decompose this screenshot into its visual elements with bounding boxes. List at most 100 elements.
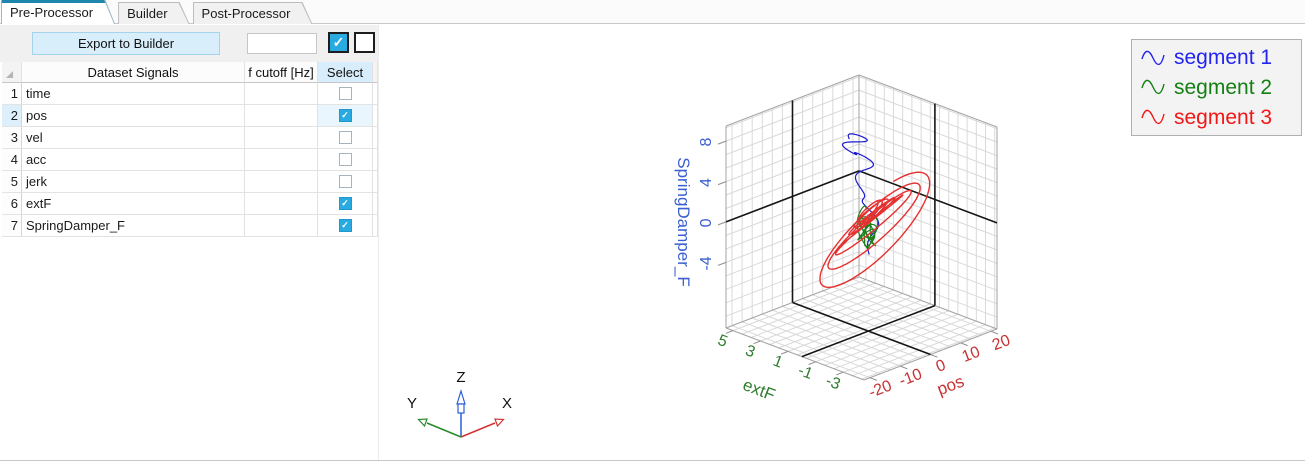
pre-processor-panel: Export to Builder Dataset Signals f cuto… bbox=[0, 25, 379, 461]
legend-entry[interactable]: segment 1 bbox=[1140, 43, 1293, 72]
tick-label: 5 bbox=[715, 332, 729, 351]
f-cutoff-cell[interactable] bbox=[245, 171, 318, 193]
f-cutoff-cell[interactable] bbox=[245, 193, 318, 215]
y-arrow-icon bbox=[417, 418, 428, 428]
table-row: 3 vel bbox=[2, 127, 378, 149]
sine-icon bbox=[1141, 80, 1165, 95]
tab-builder[interactable]: Builder bbox=[118, 2, 189, 24]
sine-icon bbox=[1141, 50, 1165, 65]
orientation-triad bbox=[417, 388, 505, 438]
column-header-fcutoff[interactable]: f cutoff [Hz] bbox=[245, 62, 318, 83]
filler-cell bbox=[373, 149, 378, 171]
table-row: 1 time bbox=[2, 83, 378, 105]
signal-name-cell[interactable]: SpringDamper_F bbox=[22, 215, 245, 237]
filler-cell bbox=[373, 215, 378, 237]
x-arrow-icon bbox=[494, 418, 505, 428]
table-body: 1time2pos3vel4acc5jerk6extF7SpringDamper… bbox=[2, 83, 378, 237]
row-number: 1 bbox=[2, 83, 22, 105]
f-cutoff-cell[interactable] bbox=[245, 105, 318, 127]
select-cell[interactable] bbox=[318, 171, 373, 193]
legend-entry[interactable]: segment 2 bbox=[1140, 73, 1293, 102]
row-number: 7 bbox=[2, 215, 22, 237]
filler-cell bbox=[373, 193, 378, 215]
row-select-checkbox[interactable] bbox=[338, 131, 352, 144]
f-cutoff-input[interactable] bbox=[247, 33, 317, 54]
signals-toolbar: Export to Builder bbox=[0, 25, 378, 62]
triad-y-label: Y bbox=[407, 395, 417, 412]
tick-label: -1 bbox=[796, 362, 815, 383]
tick-label: -4 bbox=[698, 256, 715, 270]
tick-label: 0 bbox=[934, 357, 948, 376]
f-cutoff-cell[interactable] bbox=[245, 83, 318, 105]
plot-panel: -20 -10 0 10 20 5 3 1 -1 -3 8 4 0 -4 pos extF SpringDamp… bbox=[379, 25, 1305, 461]
tab-pre-processor[interactable]: Pre-Processor bbox=[1, 0, 115, 24]
row-select-checkbox[interactable] bbox=[338, 109, 352, 122]
table-row: 6 extF bbox=[2, 193, 378, 215]
f-cutoff-cell[interactable] bbox=[245, 127, 318, 149]
f-cutoff-cell[interactable] bbox=[245, 215, 318, 237]
tab-post-processor[interactable]: Post-Processor bbox=[193, 2, 313, 24]
tab-label: Post-Processor bbox=[201, 6, 291, 21]
signal-name-cell[interactable]: jerk bbox=[22, 171, 245, 193]
legend-label: segment 2 bbox=[1174, 75, 1273, 99]
tick-label: -20 bbox=[867, 377, 895, 401]
select-cell[interactable] bbox=[318, 83, 373, 105]
tab-label: Pre-Processor bbox=[10, 5, 94, 20]
legend-label: segment 1 bbox=[1174, 46, 1273, 70]
tick-label: 8 bbox=[698, 138, 715, 147]
table-row: 7 SpringDamper_F bbox=[2, 215, 378, 237]
tick-label: 0 bbox=[698, 218, 715, 227]
sine-icon bbox=[1141, 109, 1165, 125]
table-header-row: Dataset Signals f cutoff [Hz] Select bbox=[2, 62, 378, 83]
f-cutoff-cell[interactable] bbox=[245, 149, 318, 171]
table-corner-icon[interactable] bbox=[2, 62, 22, 83]
tick-label: -3 bbox=[823, 373, 842, 394]
row-number: 5 bbox=[2, 171, 22, 193]
signal-name-cell[interactable]: time bbox=[22, 83, 245, 105]
filler-cell bbox=[373, 171, 378, 193]
tick-label: 1 bbox=[771, 353, 785, 372]
triad-x-label: X bbox=[502, 395, 512, 412]
zero-axis-lines bbox=[725, 100, 998, 358]
select-cell[interactable] bbox=[318, 215, 373, 237]
plot-legend: segment 1 segment 2 segment 3 bbox=[1131, 39, 1302, 136]
signal-name-cell[interactable]: pos bbox=[22, 105, 245, 127]
deselect-all-checkbox[interactable] bbox=[354, 32, 375, 53]
tick-label: 3 bbox=[743, 342, 757, 361]
row-number: 6 bbox=[2, 193, 22, 215]
select-all-checkbox[interactable] bbox=[328, 32, 349, 53]
row-select-checkbox[interactable] bbox=[338, 153, 352, 166]
signal-name-cell[interactable]: acc bbox=[22, 149, 245, 171]
z-arrow-base-icon bbox=[457, 403, 465, 414]
select-cell[interactable] bbox=[318, 149, 373, 171]
bottom-divider bbox=[0, 460, 1305, 461]
row-select-checkbox[interactable] bbox=[338, 87, 352, 100]
select-cell[interactable] bbox=[318, 193, 373, 215]
signal-name-cell[interactable]: extF bbox=[22, 193, 245, 215]
tick-label: 4 bbox=[698, 178, 715, 187]
row-select-checkbox[interactable] bbox=[338, 197, 352, 210]
row-select-checkbox[interactable] bbox=[338, 219, 352, 232]
signal-name-cell[interactable]: vel bbox=[22, 127, 245, 149]
export-to-builder-button[interactable]: Export to Builder bbox=[32, 32, 220, 55]
legend-entry[interactable]: segment 3 bbox=[1140, 103, 1293, 132]
column-header-filler bbox=[373, 62, 378, 83]
tab-label: Builder bbox=[127, 6, 168, 21]
select-cell[interactable] bbox=[318, 105, 373, 127]
column-header-select[interactable]: Select bbox=[318, 62, 373, 83]
tab-bar: Pre-Processor Builder Post-Processor bbox=[0, 0, 1305, 24]
tick-label: 20 bbox=[990, 332, 1013, 354]
column-header-signals[interactable]: Dataset Signals bbox=[22, 62, 245, 83]
z-axis-title: SpringDamper_F bbox=[674, 157, 693, 286]
table-row: 5 jerk bbox=[2, 171, 378, 193]
z-arrow-icon bbox=[456, 388, 466, 405]
select-cell[interactable] bbox=[318, 127, 373, 149]
row-select-checkbox[interactable] bbox=[338, 175, 352, 188]
row-number: 2 bbox=[2, 105, 22, 127]
triad-z-label: Z bbox=[456, 369, 465, 386]
table-row: 4 acc bbox=[2, 149, 378, 171]
row-number: 3 bbox=[2, 127, 22, 149]
